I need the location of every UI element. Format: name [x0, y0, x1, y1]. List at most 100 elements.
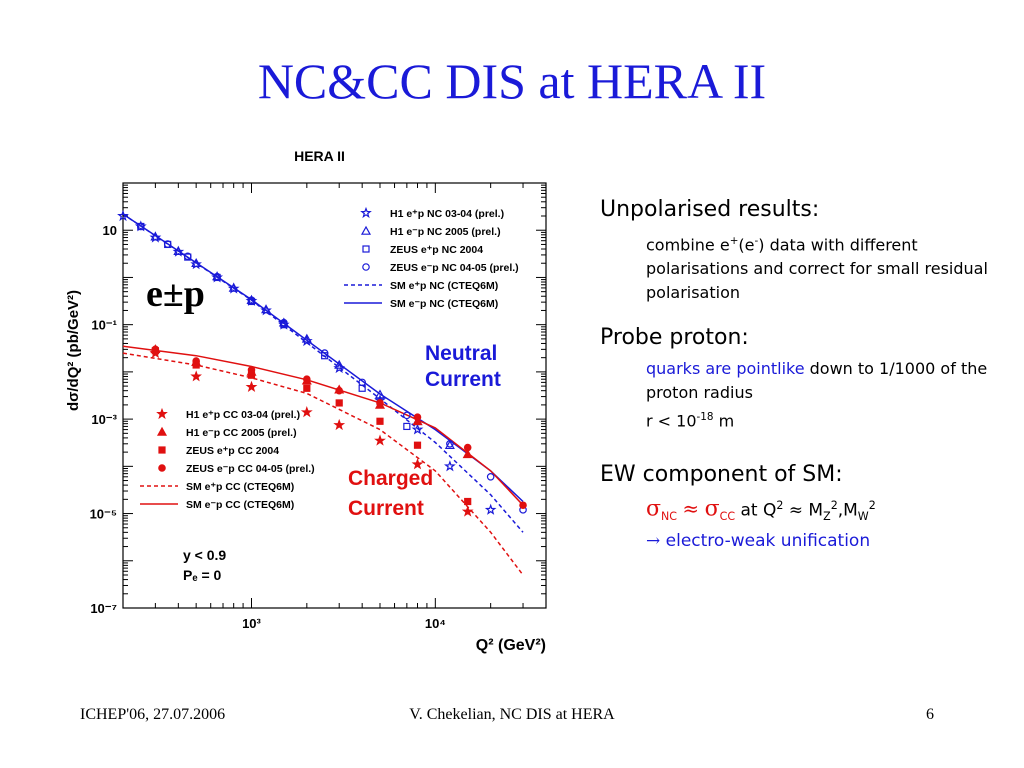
legend-marker-nc [362, 245, 370, 253]
bullet-unpolarised-detail: combine e+(e-) data with different polar… [646, 235, 988, 303]
data-point-cc [376, 417, 384, 425]
curve-cc-solid [122, 345, 524, 506]
data-point-cc [462, 449, 473, 459]
footer-author: V. Chekelian, NC DIS at HERA [409, 706, 615, 723]
data-point-nc [280, 318, 288, 327]
polarisation-label: Pₑ = 0 [183, 567, 222, 583]
y-tick-label: 10⁻⁷ [90, 601, 117, 616]
legend-label-nc: SM e⁺p NC (CTEQ6M) [390, 280, 498, 292]
legend-marker-cc [156, 426, 168, 436]
legend-marker-cc [158, 446, 166, 454]
bullet-probe-proton: Probe proton: [600, 325, 749, 351]
data-point-nc [117, 209, 129, 222]
data-point-nc [443, 460, 456, 472]
y-tick-label: 10⁻⁵ [90, 507, 117, 522]
data-point-cc [464, 497, 472, 506]
data-point-nc [137, 222, 145, 231]
data-point-nc [334, 359, 345, 369]
bullet-list: Unpolarised results: combine e+(e-) data… [600, 195, 1010, 553]
data-point-cc [461, 505, 474, 517]
data-point-nc [183, 252, 192, 261]
x-tick-label: 10³ [242, 616, 261, 631]
data-point-nc [411, 423, 424, 435]
neutral-current-label: Neutral [425, 342, 497, 365]
data-point-nc [191, 257, 202, 268]
x-tick-label: 10⁴ [425, 616, 446, 631]
data-point-cc [519, 501, 527, 510]
legend-label-nc: ZEUS e⁺p NC 2004 [390, 244, 483, 256]
legend-marker-nc [360, 225, 372, 235]
data-point-cc [303, 384, 311, 392]
legend-label-cc: ZEUS e⁻p CC 04-05 (prel.) [186, 463, 315, 475]
data-point-nc [173, 245, 184, 255]
data-point-cc [413, 441, 422, 449]
neutral-current-label: Current [425, 368, 501, 391]
data-point-nc [321, 352, 329, 360]
data-point-cc [376, 399, 384, 407]
x-axis-label: Q² (GeV²) [476, 637, 546, 654]
data-point-cc [300, 405, 313, 418]
data-point-cc [335, 386, 344, 395]
data-point-cc [374, 434, 386, 446]
y-tick-label: 10⁻¹ [91, 318, 117, 333]
data-point-nc [261, 304, 272, 314]
legend-label-nc: SM e⁻p NC (CTEQ6M) [390, 298, 498, 310]
data-point-nc [374, 389, 386, 399]
data-point-nc [301, 333, 312, 343]
data-point-nc [484, 503, 497, 515]
data-point-cc [151, 345, 160, 354]
data-point-cc [192, 357, 200, 365]
data-point-cc [463, 443, 472, 452]
legend-marker-nc [360, 206, 372, 219]
legend-label-nc: H1 e⁻p NC 2005 (prel.) [390, 226, 501, 238]
data-point-nc [247, 296, 256, 304]
bullet-ew-unification: → electro-weak unification [646, 530, 871, 551]
chart-title: HERA II [294, 148, 345, 164]
data-point-nc [358, 378, 366, 387]
y-tick-label: 10 [103, 223, 117, 238]
charged-current-label: Current [348, 497, 424, 520]
bullet-probe-proton-detail: quarks are pointlike down to 1/1000 of t… [646, 359, 988, 431]
bullet-ew-component: EW component of SM: [600, 461, 843, 487]
legend-label-cc: ZEUS e⁺p CC 2004 [186, 445, 279, 457]
data-point-nc [320, 349, 329, 357]
legend-marker-nc [362, 263, 370, 271]
data-point-nc [172, 245, 185, 257]
legend-marker-cc [158, 464, 166, 472]
data-point-cc [333, 418, 346, 431]
data-point-nc [150, 231, 161, 241]
data-point-nc [446, 440, 454, 448]
chart: H1 e⁺p NC 03-04 (prel.) H1 e⁻p NC 2005 (p… [65, 148, 547, 654]
data-point-nc [403, 411, 411, 420]
data-point-cc [190, 370, 202, 382]
legend-label-nc: ZEUS e⁻p NC 04-05 (prel.) [390, 262, 519, 274]
data-point-cc [303, 375, 311, 384]
data-point-cc [335, 399, 343, 407]
footer-page-number: 6 [926, 706, 934, 723]
beam-label: e±p [146, 273, 205, 315]
legend-label-cc: H1 e⁻p CC 2005 (prel.) [186, 427, 297, 439]
legend-label-cc: SM e⁻p CC (CTEQ6M) [186, 499, 294, 511]
y-axis-label: dσ/dQ² (pb/GeV²) [65, 290, 82, 411]
footer-date: ICHEP'06, 27.07.2006 [80, 706, 226, 723]
data-point-nc [403, 422, 411, 431]
legend-label-cc: H1 e⁺p CC 03-04 (prel.) [186, 409, 300, 421]
data-point-nc [444, 439, 455, 450]
legend-marker-cc [156, 407, 168, 420]
data-point-cc [413, 413, 422, 421]
plot-frame [122, 182, 547, 609]
slide-title: NC&CC DIS at HERA II [257, 53, 767, 109]
kinematic-cut-label: y < 0.9 [183, 547, 226, 563]
legend-label-cc: SM e⁺p CC (CTEQ6M) [186, 481, 294, 493]
data-point-nc [213, 272, 221, 281]
y-tick-label: 10⁻³ [91, 412, 117, 427]
data-point-nc [486, 473, 495, 481]
data-point-nc [227, 282, 240, 294]
data-point-cc [245, 380, 258, 392]
curve-cc-dashed [122, 352, 524, 576]
data-point-nc [228, 282, 239, 292]
charged-current-label: Charged [348, 467, 433, 490]
data-point-cc [247, 366, 256, 374]
data-point-nc [163, 240, 172, 248]
bullet-unpolarised: Unpolarised results: [600, 197, 820, 222]
